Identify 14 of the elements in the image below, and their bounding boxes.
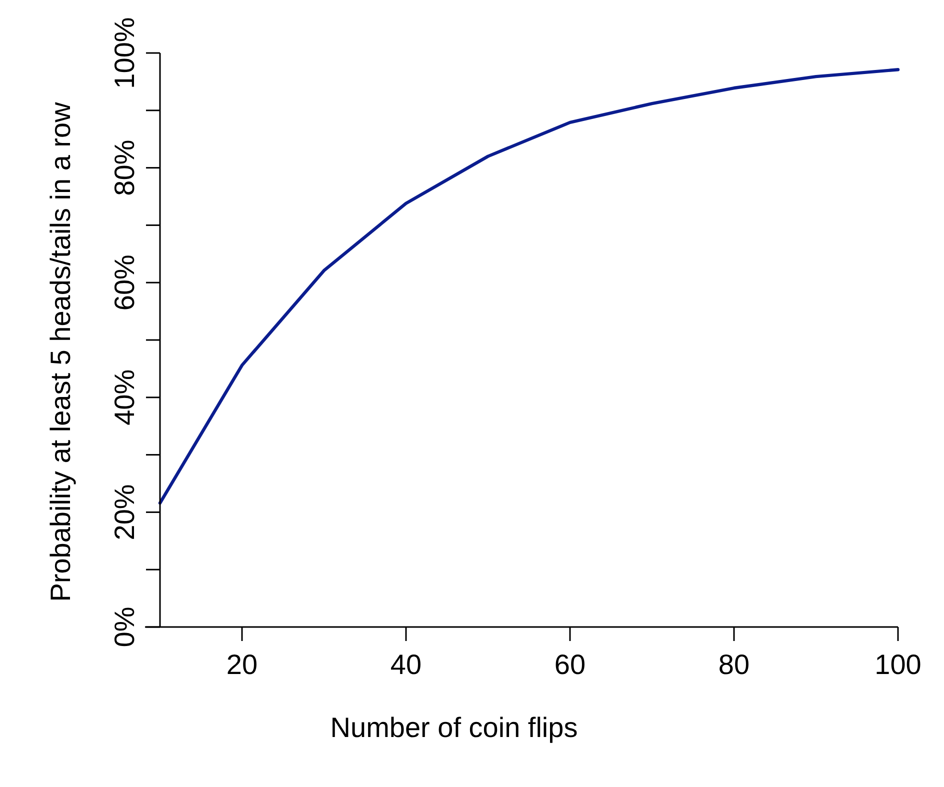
line-series — [158, 68, 900, 505]
x-tick-label: 100 — [874, 649, 922, 680]
y-tick-label: 0% — [109, 606, 140, 648]
y-tick-label: 100% — [109, 17, 140, 89]
y-tick-label: 60% — [109, 254, 140, 311]
y-tick-label: 20% — [109, 484, 140, 540]
y-tick-label: 40% — [109, 369, 140, 426]
x-tick-label: 20 — [226, 649, 258, 680]
x-tick-label: 40 — [390, 649, 422, 680]
y-tick-label: 80% — [109, 140, 140, 196]
x-tick-label: 60 — [554, 649, 586, 680]
x-tick-label: 80 — [718, 649, 750, 680]
x-axis-title: Number of coin flips — [330, 712, 578, 743]
y-axis-title: Probability at least 5 heads/tails in a row — [45, 101, 76, 602]
